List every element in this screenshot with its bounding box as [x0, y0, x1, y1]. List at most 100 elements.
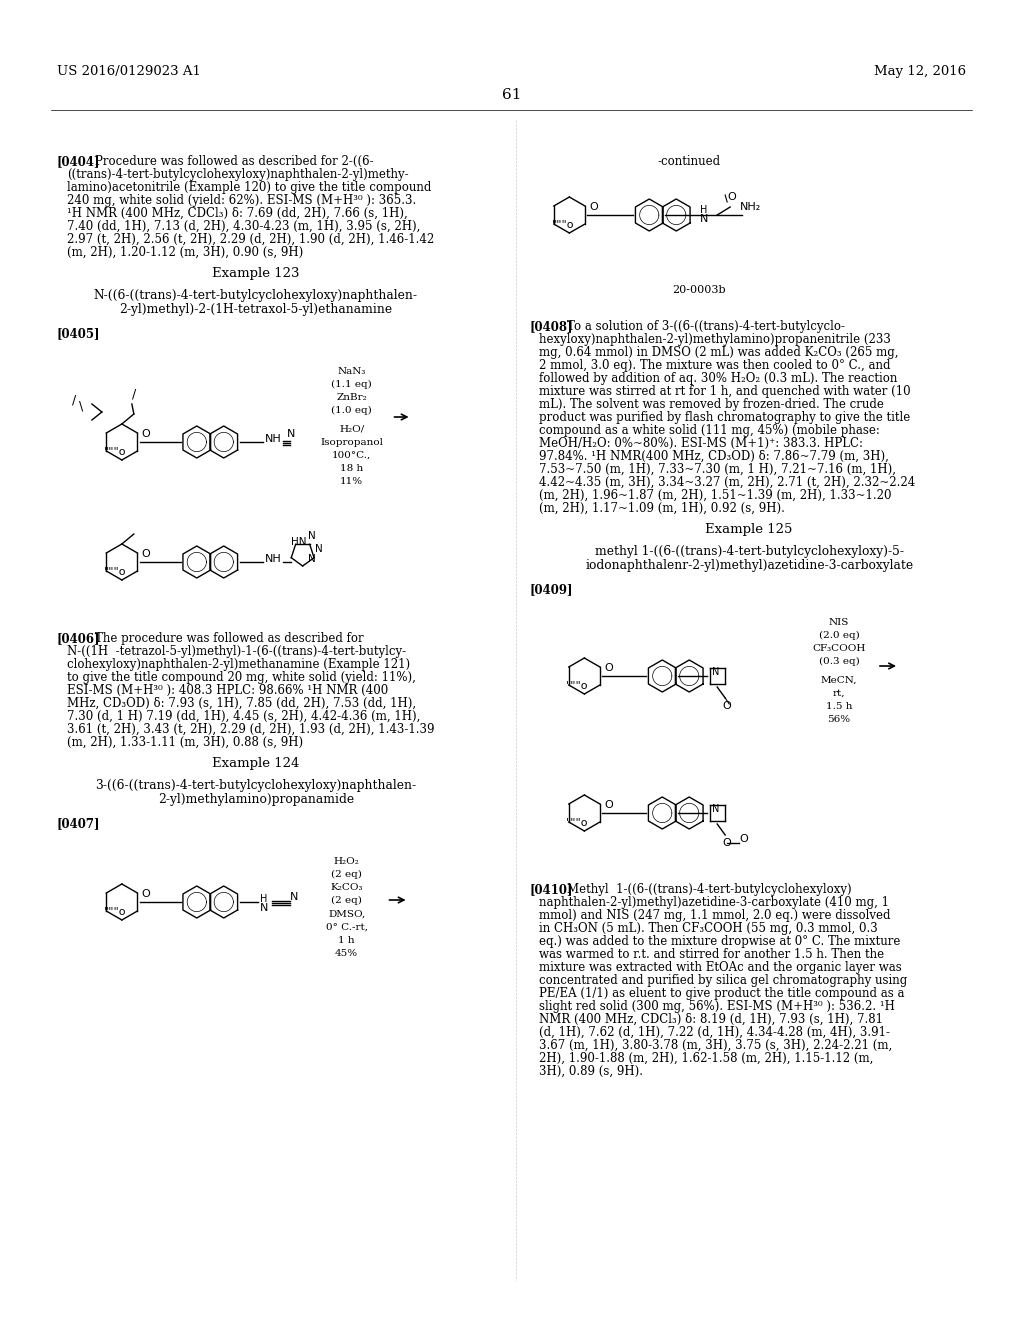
Text: /: / — [132, 388, 136, 400]
Text: [0408]: [0408] — [529, 319, 572, 333]
Text: lamino)acetonitrile (Example 120) to give the title compound: lamino)acetonitrile (Example 120) to giv… — [67, 181, 431, 194]
Text: N-((1H  -tetrazol-5-yl)methyl)-1-(6-((trans)-4-tert-butylcy-: N-((1H -tetrazol-5-yl)methyl)-1-(6-((tra… — [67, 645, 407, 657]
Text: H: H — [260, 894, 267, 904]
Text: Methyl  1-((6-((trans)-4-tert-butylcyclohexyloxy): Methyl 1-((6-((trans)-4-tert-butylcycloh… — [567, 883, 852, 896]
Text: 20-0003b: 20-0003b — [673, 285, 726, 294]
Text: N: N — [713, 667, 720, 677]
Text: (0.3 eq): (0.3 eq) — [818, 657, 859, 667]
Text: 2-yl)methyl)-2-(1H-tetraxol-5-yl)ethanamine: 2-yl)methyl)-2-(1H-tetraxol-5-yl)ethanam… — [119, 304, 392, 315]
Text: 3.61 (t, 2H), 3.43 (t, 2H), 2.29 (d, 2H), 1.93 (d, 2H), 1.43-1.39: 3.61 (t, 2H), 3.43 (t, 2H), 2.29 (d, 2H)… — [67, 723, 434, 737]
Text: O: O — [590, 202, 598, 213]
Text: O: O — [739, 834, 748, 843]
Text: in CH₃ON (5 mL). Then CF₃COOH (55 mg, 0.3 mmol, 0.3: in CH₃ON (5 mL). Then CF₃COOH (55 mg, 0.… — [540, 921, 879, 935]
Text: 4.42~4.35 (m, 3H), 3.34~3.27 (m, 2H), 2.71 (t, 2H), 2.32~2.24: 4.42~4.35 (m, 3H), 3.34~3.27 (m, 2H), 2.… — [540, 477, 915, 488]
Text: NIS: NIS — [828, 618, 849, 627]
Text: ZnBr₂: ZnBr₂ — [336, 393, 367, 403]
Text: N: N — [307, 531, 315, 541]
Text: 100°C.,: 100°C., — [332, 451, 372, 459]
Text: [0406]: [0406] — [57, 632, 100, 645]
Text: DMSO,: DMSO, — [328, 909, 366, 919]
Text: was warmed to r.t. and stirred for another 1.5 h. Then the: was warmed to r.t. and stirred for anoth… — [540, 948, 885, 961]
Text: mixture was extracted with EtOAc and the organic layer was: mixture was extracted with EtOAc and the… — [540, 961, 902, 974]
Text: (m, 2H), 1.33-1.11 (m, 3H), 0.88 (s, 9H): (m, 2H), 1.33-1.11 (m, 3H), 0.88 (s, 9H) — [67, 737, 303, 748]
Text: ((trans)-4-tert-butylcyclohexyloxy)naphthalen-2-yl)methy-: ((trans)-4-tert-butylcyclohexyloxy)napht… — [67, 168, 409, 181]
Text: 56%: 56% — [827, 715, 851, 723]
Text: O: O — [142, 888, 151, 899]
Text: N: N — [287, 429, 295, 440]
Text: ¹H NMR (400 MHz, CDCl₃) δ: 7.69 (dd, 2H), 7.66 (s, 1H),: ¹H NMR (400 MHz, CDCl₃) δ: 7.69 (dd, 2H)… — [67, 207, 408, 220]
Text: (1.0 eq): (1.0 eq) — [331, 407, 372, 414]
Text: -continued: -continued — [657, 154, 721, 168]
Text: N: N — [700, 214, 709, 224]
Text: to give the title compound 20 mg, white solid (yield: 11%),: to give the title compound 20 mg, white … — [67, 671, 416, 684]
Text: US 2016/0129023 A1: US 2016/0129023 A1 — [57, 65, 201, 78]
Text: """o: """o — [103, 447, 126, 457]
Text: ESI-MS (M+H³⁰ ): 408.3 HPLC: 98.66% ¹H NMR (400: ESI-MS (M+H³⁰ ): 408.3 HPLC: 98.66% ¹H N… — [67, 684, 388, 697]
Text: 2-yl)methylamino)propanamide: 2-yl)methylamino)propanamide — [158, 793, 353, 807]
Text: H₂O/: H₂O/ — [339, 425, 365, 434]
Text: concentrated and purified by silica gel chromatography using: concentrated and purified by silica gel … — [540, 974, 907, 987]
Text: O: O — [604, 663, 613, 673]
Text: NH: NH — [264, 434, 282, 444]
Text: (m, 2H), 1.20-1.12 (m, 3H), 0.90 (s, 9H): (m, 2H), 1.20-1.12 (m, 3H), 0.90 (s, 9H) — [67, 246, 303, 259]
Text: (2 eq): (2 eq) — [331, 896, 362, 906]
Text: Example 125: Example 125 — [706, 523, 793, 536]
Text: 2H), 1.90-1.88 (m, 2H), 1.62-1.58 (m, 2H), 1.15-1.12 (m,: 2H), 1.90-1.88 (m, 2H), 1.62-1.58 (m, 2H… — [540, 1052, 873, 1065]
Text: 61: 61 — [502, 88, 521, 102]
Text: CF₃COOH: CF₃COOH — [812, 644, 865, 653]
Text: naphthalen-2-yl)methyl)azetidine-3-carboxylate (410 mg, 1: naphthalen-2-yl)methyl)azetidine-3-carbo… — [540, 896, 890, 909]
Text: O: O — [142, 549, 151, 558]
Text: eq.) was added to the mixture dropwise at 0° C. The mixture: eq.) was added to the mixture dropwise a… — [540, 935, 901, 948]
Text: NaN₃: NaN₃ — [338, 367, 366, 376]
Text: O: O — [722, 701, 731, 711]
Text: 240 mg, white solid (yield: 62%). ESI-MS (M+H³⁰ ): 365.3.: 240 mg, white solid (yield: 62%). ESI-MS… — [67, 194, 416, 207]
Text: mg, 0.64 mmol) in DMSO (2 mL) was added K₂CO₃ (265 mg,: mg, 0.64 mmol) in DMSO (2 mL) was added … — [540, 346, 899, 359]
Text: 3-((6-((trans)-4-tert-butylcyclohexyloxy)naphthalen-: 3-((6-((trans)-4-tert-butylcyclohexyloxy… — [95, 779, 417, 792]
Text: N: N — [314, 544, 323, 554]
Text: 97.84%. ¹H NMR(400 MHz, CD₃OD) δ: 7.86~7.79 (m, 3H),: 97.84%. ¹H NMR(400 MHz, CD₃OD) δ: 7.86~7… — [540, 450, 889, 463]
Text: To a solution of 3-((6-((trans)-4-tert-butylcyclo-: To a solution of 3-((6-((trans)-4-tert-b… — [567, 319, 846, 333]
Text: \: \ — [79, 400, 83, 412]
Text: [0409]: [0409] — [529, 583, 572, 597]
Text: MeCN,: MeCN, — [821, 676, 857, 685]
Text: 1.5 h: 1.5 h — [825, 702, 852, 711]
Text: 2.97 (t, 2H), 2.56 (t, 2H), 2.29 (d, 2H), 1.90 (d, 2H), 1.46-1.42: 2.97 (t, 2H), 2.56 (t, 2H), 2.29 (d, 2H)… — [67, 234, 434, 246]
Text: K₂CO₃: K₂CO₃ — [331, 883, 362, 892]
Text: 0° C.-rt,: 0° C.-rt, — [326, 923, 368, 932]
Text: NMR (400 MHz, CDCl₃) δ: 8.19 (d, 1H), 7.93 (s, 1H), 7.81: NMR (400 MHz, CDCl₃) δ: 8.19 (d, 1H), 7.… — [540, 1012, 884, 1026]
Text: (m, 2H), 1.96~1.87 (m, 2H), 1.51~1.39 (m, 2H), 1.33~1.20: (m, 2H), 1.96~1.87 (m, 2H), 1.51~1.39 (m… — [540, 488, 892, 502]
Text: slight red solid (300 mg, 56%). ESI-MS (M+H³⁰ ): 536.2. ¹H: slight red solid (300 mg, 56%). ESI-MS (… — [540, 1001, 895, 1012]
Text: """o: """o — [551, 220, 573, 230]
Text: H: H — [700, 205, 708, 215]
Text: [0405]: [0405] — [57, 327, 100, 341]
Text: N: N — [290, 892, 298, 902]
Text: 7.40 (dd, 1H), 7.13 (d, 2H), 4.30-4.23 (m, 1H), 3.95 (s, 2H),: 7.40 (dd, 1H), 7.13 (d, 2H), 4.30-4.23 (… — [67, 220, 420, 234]
Text: product was purified by flash chromatography to give the title: product was purified by flash chromatogr… — [540, 411, 910, 424]
Text: compound as a white solid (111 mg, 45%) (mobile phase:: compound as a white solid (111 mg, 45%) … — [540, 424, 881, 437]
Text: Example 123: Example 123 — [212, 267, 299, 280]
Text: H₂O₂: H₂O₂ — [334, 857, 359, 866]
Text: 7.30 (d, 1 H) 7.19 (dd, 1H), 4.45 (s, 2H), 4.42-4.36 (m, 1H),: 7.30 (d, 1 H) 7.19 (dd, 1H), 4.45 (s, 2H… — [67, 710, 420, 723]
Text: NH: NH — [264, 554, 282, 564]
Text: N-((6-((trans)-4-tert-butylcyclohexyloxy)naphthalen-: N-((6-((trans)-4-tert-butylcyclohexyloxy… — [94, 289, 418, 302]
Text: 18 h: 18 h — [340, 465, 364, 473]
Text: mL). The solvent was removed by frozen-dried. The crude: mL). The solvent was removed by frozen-d… — [540, 399, 885, 411]
Text: 3.67 (m, 1H), 3.80-3.78 (m, 3H), 3.75 (s, 3H), 2.24-2.21 (m,: 3.67 (m, 1H), 3.80-3.78 (m, 3H), 3.75 (s… — [540, 1039, 893, 1052]
Text: [0407]: [0407] — [57, 817, 100, 830]
Text: (d, 1H), 7.62 (d, 1H), 7.22 (d, 1H), 4.34-4.28 (m, 4H), 3.91-: (d, 1H), 7.62 (d, 1H), 7.22 (d, 1H), 4.3… — [540, 1026, 891, 1039]
Text: hexyloxy)naphthalen-2-yl)methylamino)propanenitrile (233: hexyloxy)naphthalen-2-yl)methylamino)pro… — [540, 333, 891, 346]
Text: followed by addition of aq. 30% H₂O₂ (0.3 mL). The reaction: followed by addition of aq. 30% H₂O₂ (0.… — [540, 372, 898, 385]
Text: MHz, CD₃OD) δ: 7.93 (s, 1H), 7.85 (dd, 2H), 7.53 (dd, 1H),: MHz, CD₃OD) δ: 7.93 (s, 1H), 7.85 (dd, 2… — [67, 697, 416, 710]
Text: 7.53~7.50 (m, 1H), 7.33~7.30 (m, 1 H), 7.21~7.16 (m, 1H),: 7.53~7.50 (m, 1H), 7.33~7.30 (m, 1 H), 7… — [540, 463, 896, 477]
Text: """o: """o — [566, 818, 589, 828]
Text: [0404]: [0404] — [57, 154, 100, 168]
Text: (1.1 eq): (1.1 eq) — [331, 380, 372, 389]
Text: O: O — [722, 838, 731, 847]
Text: """o: """o — [103, 568, 126, 577]
Text: [0410]: [0410] — [529, 883, 572, 896]
Text: N: N — [260, 903, 268, 913]
Text: N: N — [713, 804, 720, 814]
Text: clohexyloxy)naphthalen-2-yl)methanamine (Example 121): clohexyloxy)naphthalen-2-yl)methanamine … — [67, 657, 410, 671]
Text: Procedure was followed as described for 2-((6-: Procedure was followed as described for … — [95, 154, 374, 168]
Text: 45%: 45% — [335, 949, 358, 958]
